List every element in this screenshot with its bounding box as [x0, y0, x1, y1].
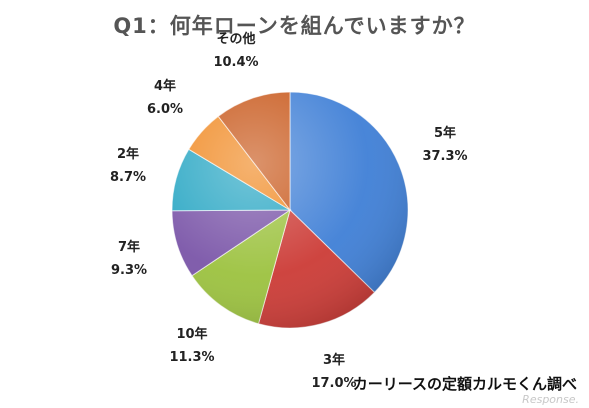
slice-label-2: 10年 11.3%: [162, 323, 222, 369]
slice-label-1: 3年 17.0%: [304, 349, 364, 395]
slice-label-value: 10.4%: [213, 55, 259, 70]
slice-label-name: 2年: [116, 147, 140, 162]
slice-label-value: 9.3%: [110, 263, 148, 278]
slice-label-name: その他: [216, 32, 256, 47]
slice-label-value: 6.0%: [146, 102, 184, 117]
slice-label-name: 4年: [153, 79, 177, 94]
slice-label-4: 2年 8.7%: [98, 143, 158, 189]
chart-title: Q1：何年ローンを組んでいますか？: [113, 14, 476, 38]
source-note: カーリースの定額カルモくん調べ: [352, 375, 577, 393]
slice-label-name: 10年: [176, 327, 208, 342]
slice-label-value: 8.7%: [109, 170, 147, 185]
slice-label-5: 4年 6.0%: [135, 75, 195, 121]
slice-label-value: 37.3%: [422, 149, 468, 164]
watermark: Response.: [522, 393, 579, 406]
slice-label-3: 7年 9.3%: [99, 236, 159, 282]
slice-label-name: 3年: [322, 353, 346, 368]
slice-label-name: 5年: [433, 126, 457, 141]
slice-label-6: その他 10.4%: [206, 28, 266, 74]
slice-label-value: 11.3%: [169, 350, 215, 365]
slice-label-0: 5年 37.3%: [415, 122, 475, 168]
slice-label-name: 7年: [117, 240, 141, 255]
slice-label-value: 17.0%: [311, 376, 357, 391]
pie-slices: [171, 91, 409, 329]
